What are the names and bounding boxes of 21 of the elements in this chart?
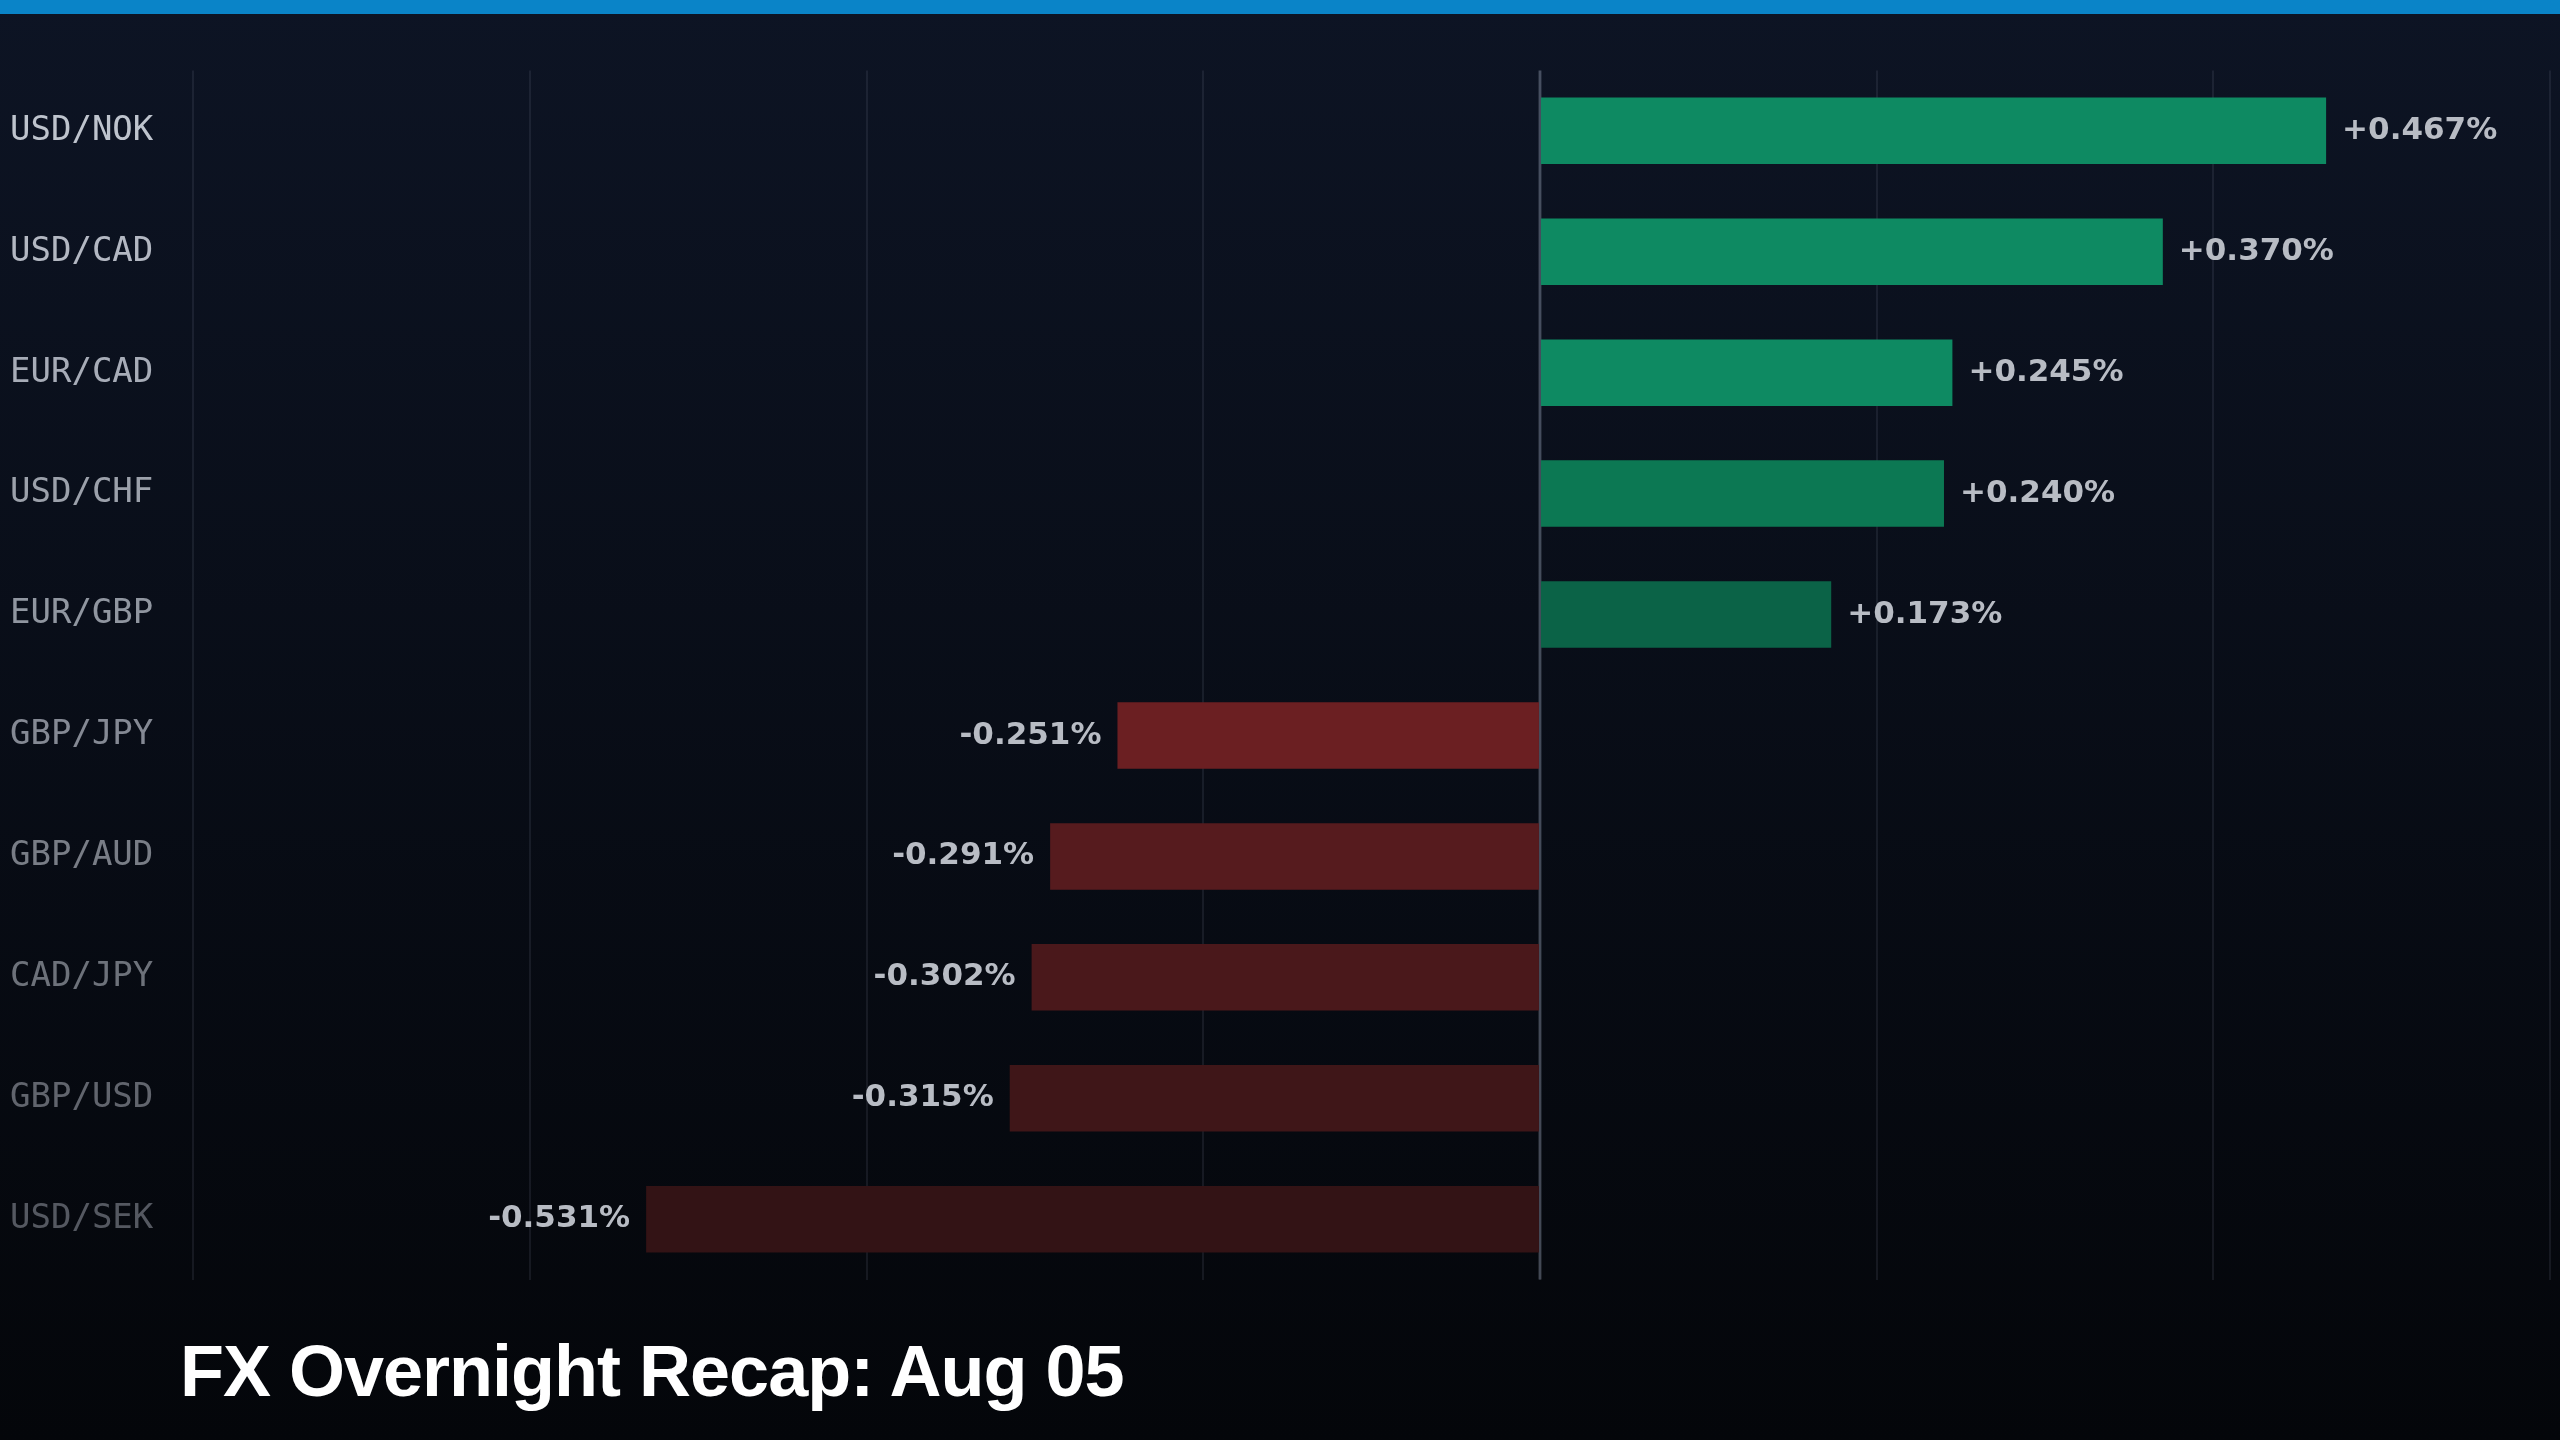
y-tick-label: CAD/JPY bbox=[10, 954, 154, 995]
data-label: -0.315% bbox=[851, 1077, 994, 1114]
y-tick-label: GBP/AUD bbox=[10, 833, 154, 874]
y-tick-label: EUR/CAD bbox=[10, 349, 154, 390]
y-tick-label: USD/CHF bbox=[10, 470, 154, 511]
y-tick-label: GBP/USD bbox=[10, 1075, 154, 1116]
data-label: -0.291% bbox=[892, 835, 1035, 872]
y-tick-label: GBP/JPY bbox=[10, 712, 154, 753]
data-label: -0.531% bbox=[488, 1198, 631, 1235]
text: FX Overnight Recap: Aug 05 bbox=[180, 1330, 1124, 1412]
data-label: +0.467% bbox=[2342, 109, 2498, 146]
data-label: +0.245% bbox=[1968, 351, 2124, 388]
y-tick-label: USD/NOK bbox=[10, 107, 154, 148]
y-tick-label: USD/CAD bbox=[10, 228, 154, 269]
data-label: +0.173% bbox=[1847, 593, 2003, 630]
data-label: +0.240% bbox=[1959, 472, 2116, 509]
y-tick-label: EUR/GBP bbox=[10, 591, 154, 632]
y-tick-label: USD/SEK bbox=[10, 1195, 154, 1236]
data-label: +0.370% bbox=[2178, 230, 2334, 267]
data-label: -0.302% bbox=[873, 956, 1016, 993]
data-label: -0.251% bbox=[959, 714, 1102, 751]
